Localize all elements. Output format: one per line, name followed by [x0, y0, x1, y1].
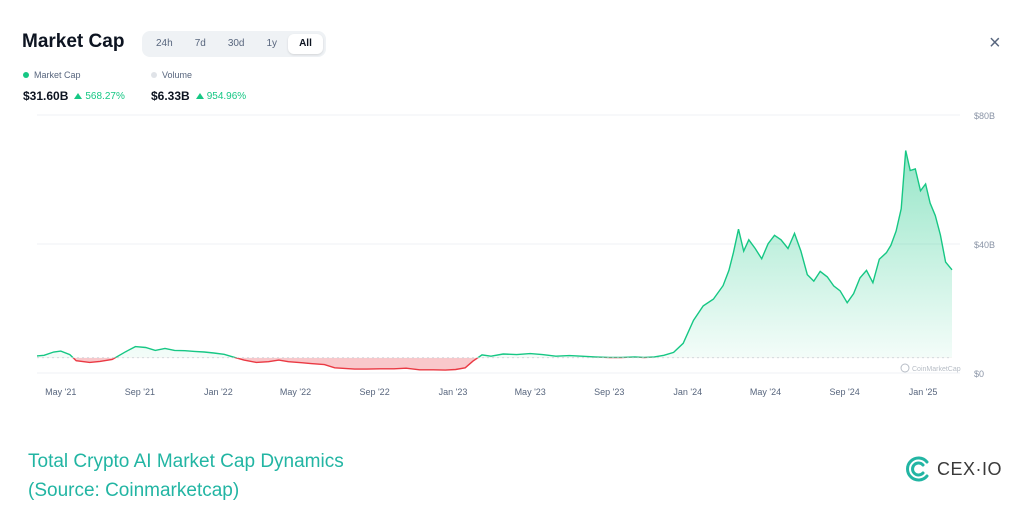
range-tab-24h[interactable]: 24h — [156, 38, 173, 49]
y-tick-label: $40B — [974, 240, 995, 250]
grid-lines — [37, 114, 960, 374]
close-icon[interactable]: × — [989, 32, 1001, 54]
x-tick-label: Jan '25 — [909, 387, 938, 397]
arrow-up-icon — [195, 93, 204, 99]
legend-market-cap-label: Market Cap — [34, 70, 81, 80]
x-tick-label: Sep '23 — [594, 387, 624, 397]
caption: Total Crypto AI Market Cap Dynamics (Sou… — [28, 447, 344, 505]
x-tick-label: May '23 — [515, 387, 546, 397]
market-cap-change-text: 568.27% — [85, 90, 125, 102]
cex-io-logo-text: CEX·IO — [937, 458, 1003, 479]
range-tab-1y[interactable]: 1y — [266, 38, 278, 49]
range-tab-30d[interactable]: 30d — [227, 38, 245, 49]
market-cap-series — [36, 150, 953, 371]
coinmarketcap-icon — [900, 363, 910, 373]
legend-volume-label: Volume — [162, 70, 193, 80]
x-tick-label: May '21 — [45, 387, 76, 397]
volume-dot-icon — [151, 72, 157, 78]
x-tick-label: Jan '24 — [673, 387, 702, 397]
market-cap-value: $31.60B — [23, 89, 69, 103]
y-axis: $0 $40B $80B — [974, 111, 995, 379]
market-cap-stat: $31.60B 568.27% — [23, 89, 125, 103]
volume-stat: $6.33B 954.96% — [151, 89, 246, 103]
coinmarketcap-watermark: CoinMarketCap — [900, 363, 961, 373]
range-tab-all[interactable]: All — [288, 34, 323, 54]
x-tick-label: Sep '22 — [359, 387, 389, 397]
area-fill-above — [37, 150, 952, 358]
cex-io-logo-icon — [906, 456, 929, 482]
x-tick-label: Jan '23 — [439, 387, 468, 397]
x-axis: May '21 Sep '21 Jan '22 May '22 Sep '22 Jan '… — [45, 387, 937, 397]
market-cap-change: 568.27% — [74, 90, 125, 102]
caption-source: (Source: Coinmarketcap) — [28, 480, 240, 501]
volume-value: $6.33B — [151, 89, 190, 103]
x-tick-label: Sep '21 — [125, 387, 155, 397]
x-tick-label: Jan '22 — [204, 387, 233, 397]
market-cap-dot-icon — [23, 72, 29, 78]
watermark-text: CoinMarketCap — [912, 366, 961, 373]
page-title: Market Cap — [22, 31, 125, 52]
volume-change: 954.96% — [195, 90, 247, 102]
area-fill-below — [73, 357, 478, 371]
time-range-selector: 24h 7d 30d 1y All — [142, 31, 326, 57]
arrow-up-icon — [74, 93, 83, 99]
cex-io-logo: CEX·IO — [903, 455, 1002, 483]
market-cap-line-above — [36, 150, 953, 358]
x-tick-label: Sep '24 — [829, 387, 859, 397]
legend-market-cap[interactable]: Market Cap — [23, 70, 81, 80]
caption-title: Total Crypto AI Market Cap Dynamics — [28, 451, 344, 472]
x-tick-label: May '22 — [280, 387, 311, 397]
y-tick-label: $80B — [974, 111, 995, 121]
y-tick-label: $0 — [974, 369, 984, 379]
legend-volume[interactable]: Volume — [151, 70, 192, 80]
volume-change-text: 954.96% — [206, 90, 247, 102]
x-tick-label: May '24 — [750, 387, 781, 397]
market-cap-chart[interactable]: $0 $40B $80B May '21 Sep '21 Jan '22 May '22 S… — [0, 0, 1024, 420]
range-tab-7d[interactable]: 7d — [194, 38, 206, 49]
